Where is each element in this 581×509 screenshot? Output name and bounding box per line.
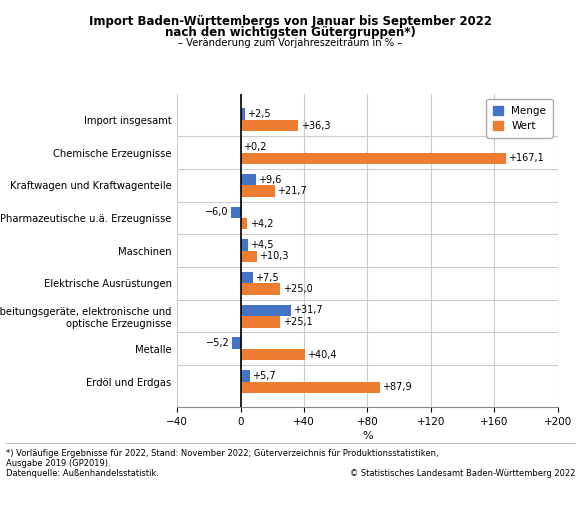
Text: © Statistisches Landesamt Baden-Württemberg 2022: © Statistisches Landesamt Baden-Württemb…	[350, 469, 575, 478]
Text: +7,5: +7,5	[255, 273, 278, 282]
Text: +10,3: +10,3	[259, 251, 289, 262]
Bar	[231, 207, 241, 218]
Text: +4,5: +4,5	[250, 240, 274, 250]
Text: +0,2: +0,2	[243, 142, 267, 152]
Text: +25,1: +25,1	[283, 317, 313, 327]
Text: – Veränderung zum Vorjahreszeitraum in % –: – Veränderung zum Vorjahreszeitraum in %…	[178, 38, 403, 48]
Text: +167,1: +167,1	[508, 153, 544, 163]
Text: +87,9: +87,9	[382, 382, 412, 392]
Legend: Menge, Wert: Menge, Wert	[486, 99, 553, 137]
Text: +36,3: +36,3	[300, 121, 330, 131]
Text: +21,7: +21,7	[277, 186, 307, 196]
Bar	[241, 108, 245, 120]
Text: Ausgabe 2019 (GP2019).: Ausgabe 2019 (GP2019).	[6, 459, 110, 468]
Bar	[241, 284, 280, 295]
Text: *) Vorläufige Ergebnisse für 2022, Stand: November 2022; Güterverzeichnis für Pr: *) Vorläufige Ergebnisse für 2022, Stand…	[6, 449, 439, 458]
Text: +5,7: +5,7	[252, 371, 275, 381]
Text: nach den wichtigsten Gütergruppen*): nach den wichtigsten Gütergruppen*)	[165, 26, 416, 40]
Bar	[241, 153, 505, 164]
Bar	[241, 272, 253, 284]
Bar	[241, 174, 256, 185]
Bar	[241, 382, 380, 393]
Bar	[241, 370, 250, 382]
Text: +2,5: +2,5	[247, 109, 271, 119]
Bar	[241, 305, 291, 316]
Bar	[241, 120, 298, 131]
Text: −6,0: −6,0	[205, 207, 229, 217]
Bar	[232, 337, 241, 349]
Text: +4,2: +4,2	[250, 219, 273, 229]
Bar	[241, 251, 257, 262]
Text: +31,7: +31,7	[293, 305, 323, 316]
X-axis label: %: %	[362, 431, 373, 441]
Bar	[241, 185, 275, 196]
Bar	[241, 239, 248, 251]
Bar	[241, 316, 281, 328]
Text: Import Baden-Württembergs von Januar bis September 2022: Import Baden-Württembergs von Januar bis…	[89, 15, 492, 29]
Text: +25,0: +25,0	[282, 284, 313, 294]
Text: +40,4: +40,4	[307, 350, 336, 359]
Text: −5,2: −5,2	[206, 338, 230, 348]
Text: +9,6: +9,6	[258, 175, 282, 185]
Text: Datenquelle: Außenhandelsstatistik.: Datenquelle: Außenhandelsstatistik.	[6, 469, 159, 478]
Bar	[241, 349, 304, 360]
Bar	[241, 218, 248, 230]
